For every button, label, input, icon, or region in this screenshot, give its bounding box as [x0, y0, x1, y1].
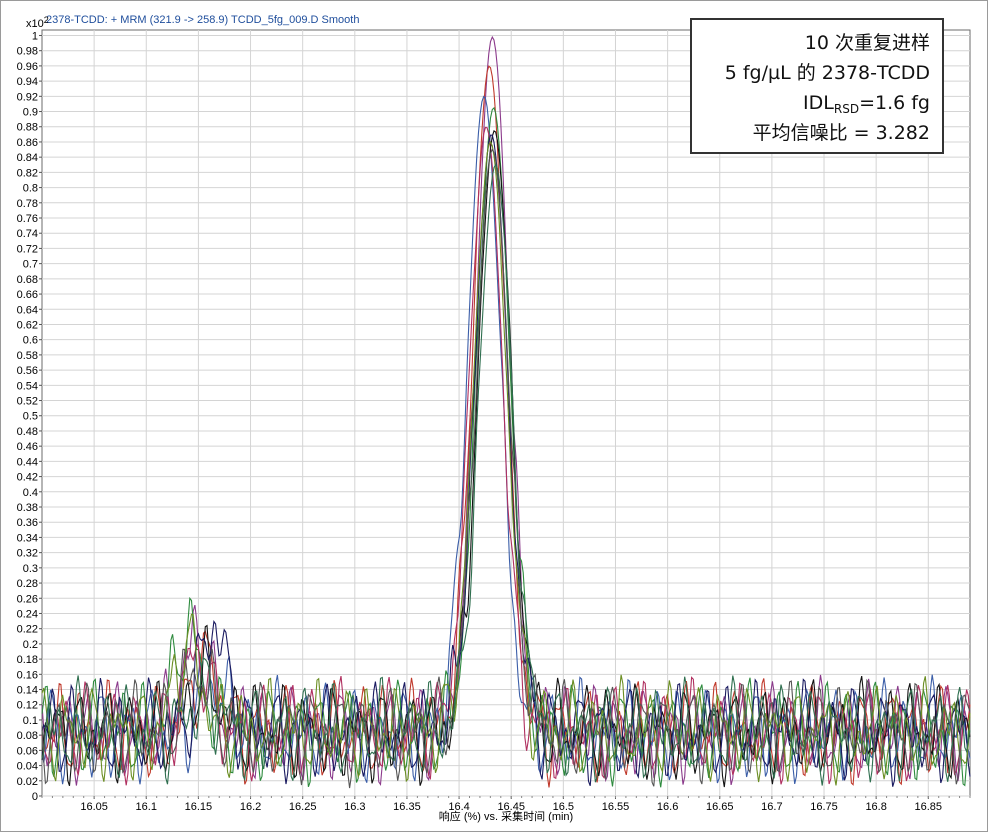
series-line [41, 148, 971, 789]
x-tick-label: 16.5 [553, 801, 574, 813]
series-line [41, 163, 971, 786]
y-tick-label: 0.94 [17, 76, 38, 88]
x-axis: 16.05 16.1 16.15 16.2 16.25 16.3 16.35 16.4 16.4… [41, 796, 971, 813]
x-tick-label: 16.6 [657, 801, 678, 813]
x-tick-label: 16.4 [448, 801, 469, 813]
y-tick-label: 0.88 [17, 122, 38, 134]
idl-value: =1.6 fg [859, 92, 930, 114]
y-tick-label: 0.48 [17, 426, 38, 438]
y-multiplier-base: x10 [26, 18, 44, 30]
y-tick-label: 0.04 [17, 761, 38, 773]
y-tick-label: 0.74 [17, 228, 38, 240]
y-tick-label: 0.86 [17, 137, 38, 149]
x-tick-label: 16.45 [497, 801, 525, 813]
y-tick-label: 0.36 [17, 517, 38, 529]
y-multiplier: x102 [26, 15, 49, 30]
y-tick-label: 0 [32, 791, 38, 803]
x-tick-label: 16.75 [810, 801, 838, 813]
x-tick-label: 16.2 [240, 801, 261, 813]
y-tick-label: 0.56 [17, 365, 38, 377]
y-tick-label: 0.08 [17, 730, 38, 742]
y-tick-label: 0.42 [17, 472, 38, 484]
annotation-line-4: 平均信噪比 = 3.282 [752, 122, 930, 144]
y-tick-label: 0.02 [17, 776, 38, 788]
y-tick-label: 0.96 [17, 61, 38, 73]
x-tick-label: 16.8 [865, 801, 886, 813]
y-tick-label: 0.38 [17, 502, 38, 514]
x-tick-label: 16.15 [185, 801, 213, 813]
y-tick-label: 0.28 [17, 578, 38, 590]
y-tick-label: 0.16 [17, 669, 38, 681]
y-multiplier-exp: 2 [44, 15, 49, 25]
x-tick-label: 16.55 [602, 801, 630, 813]
x-tick-label: 16.3 [344, 801, 365, 813]
x-tick-label: 16.1 [136, 801, 157, 813]
idl-label: IDL [803, 92, 834, 114]
x-tick-label: 16.85 [915, 801, 943, 813]
x-tick-label: 16.05 [80, 801, 108, 813]
y-tick-label: 0.06 [17, 745, 38, 757]
y-tick-label: 0.6 [23, 335, 38, 347]
idl-subscript: RSD [833, 102, 860, 116]
y-tick-label: 0.14 [17, 685, 38, 697]
annotation-line-1: 10 次重复进样 [804, 32, 930, 54]
y-tick-label: 0.64 [17, 304, 38, 316]
y-tick-label: 0.12 [17, 700, 38, 712]
y-tick-label: 0.46 [17, 441, 38, 453]
y-tick-label: 0.5 [23, 411, 38, 423]
y-tick-label: 0.34 [17, 532, 38, 544]
y-tick-label: 0.8 [23, 183, 38, 195]
y-tick-label: 0.76 [17, 213, 38, 225]
y-tick-label: 0.98 [17, 46, 38, 58]
y-tick-label: 1 [32, 30, 38, 42]
y-tick-label: 0.44 [17, 456, 38, 468]
y-tick-label: 0.4 [23, 487, 38, 499]
y-axis: 0 0.02 0.04 0.06 0.08 0.1 0.12 0.14 0.16 0.18 0.2 0… [17, 30, 42, 803]
y-tick-label: 0.2 [23, 639, 38, 651]
y-tick-label: 0.84 [17, 152, 38, 164]
annotation-line-2: 5 fg/µL 的 2378-TCDD [724, 62, 930, 84]
y-tick-label: 0.92 [17, 91, 38, 103]
y-tick-label: 0.32 [17, 548, 38, 560]
chart-header: 2378-TCDD: + MRM (321.9 -> 258.9) TCDD_5… [46, 14, 359, 26]
y-tick-label: 0.24 [17, 608, 38, 620]
y-tick-label: 0.22 [17, 624, 38, 636]
y-tick-label: 0.1 [23, 715, 38, 727]
y-tick-label: 0.66 [17, 289, 38, 301]
annotation-box: 10 次重复进样 5 fg/µL 的 2378-TCDD IDLRSD=1.6 … [690, 18, 944, 154]
x-tick-label: 16.65 [706, 801, 734, 813]
y-tick-label: 0.3 [23, 563, 38, 575]
x-axis-label: 响应 (%) vs. 采集时间 (min) [439, 809, 573, 823]
y-tick-label: 0.26 [17, 593, 38, 605]
y-tick-label: 0.68 [17, 274, 38, 286]
x-tick-label: 16.7 [761, 801, 782, 813]
y-tick-label: 0.52 [17, 396, 38, 408]
y-tick-label: 0.72 [17, 243, 38, 255]
y-tick-label: 0.58 [17, 350, 38, 362]
y-tick-label: 0.78 [17, 198, 38, 210]
x-tick-label: 16.35 [393, 801, 421, 813]
series-group [41, 35, 971, 789]
y-tick-label: 0.54 [17, 380, 38, 392]
x-tick-label: 16.25 [289, 801, 317, 813]
y-tick-label: 0.7 [23, 259, 38, 271]
y-tick-label: 0.18 [17, 654, 38, 666]
y-tick-label: 0.62 [17, 319, 38, 331]
series-line [41, 140, 971, 786]
annotation-line-3: IDLRSD=1.6 fg [692, 88, 930, 118]
y-tick-label: 0.9 [23, 107, 38, 119]
y-tick-label: 0.82 [17, 167, 38, 179]
